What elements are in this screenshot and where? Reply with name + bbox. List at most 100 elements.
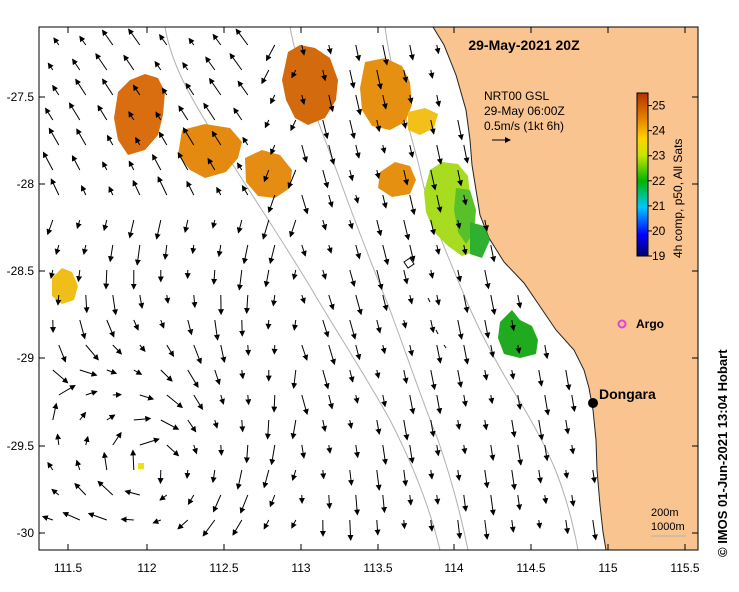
current-arrow: [430, 369, 437, 391]
current-arrow: [489, 494, 496, 516]
current-arrow: [214, 369, 221, 386]
current-arrow: [132, 84, 141, 96]
current-arrow: [242, 244, 249, 265]
current-arrow: [509, 369, 516, 380]
current-arrow: [235, 28, 249, 46]
current-arrow: [381, 494, 387, 514]
x-tick-label: 114.5: [516, 561, 545, 575]
current-arrow: [516, 294, 523, 309]
colorbar-tick-label: 24: [652, 124, 666, 138]
current-arrow: [271, 294, 277, 307]
current-arrow: [291, 469, 298, 482]
current-arrow: [161, 87, 168, 96]
current-arrow: [347, 419, 354, 430]
current-arrow: [81, 244, 88, 255]
depth-key: 200m 1000m: [651, 507, 686, 537]
current-arrow: [490, 244, 497, 263]
current-arrow: [590, 469, 597, 484]
colorbar-label: 4h comp, p50, All Sats: [671, 139, 685, 258]
current-arrow: [322, 369, 330, 390]
current-arrow: [72, 58, 81, 71]
current-arrow: [128, 160, 135, 171]
current-arrow: [187, 419, 197, 433]
current-arrow: [262, 469, 270, 489]
current-arrow: [177, 151, 189, 171]
current-arrow: [401, 519, 408, 530]
current-arrow: [301, 394, 309, 416]
current-arrow: [55, 294, 62, 306]
current-arrow: [106, 319, 115, 338]
current-arrow: [183, 219, 190, 234]
current-arrow: [563, 469, 570, 479]
current-arrow: [456, 269, 463, 283]
current-arrow: [112, 344, 123, 355]
current-vectors: [41, 28, 598, 541]
current-arrow: [355, 344, 362, 361]
current-arrow: [212, 419, 219, 429]
current-arrow: [569, 444, 576, 455]
current-arrow: [321, 419, 328, 433]
current-arrow: [382, 294, 389, 312]
current-arrow: [103, 269, 110, 290]
current-arrow: [301, 344, 309, 361]
current-arrow: [544, 394, 551, 416]
current-arrow: [407, 94, 414, 104]
current-arrow: [435, 94, 442, 108]
current-arrow: [515, 344, 522, 354]
current-arrow: [516, 394, 523, 411]
current-arrow: [320, 469, 327, 480]
current-arrow: [210, 469, 217, 484]
current-arrow: [152, 518, 161, 524]
current-arrow: [185, 82, 195, 96]
current-legend-line2: 29-May 06:00Z: [484, 104, 565, 118]
current-arrow: [461, 244, 468, 256]
current-arrow: [46, 219, 54, 236]
current-arrow: [191, 294, 198, 309]
current-arrow: [536, 519, 543, 529]
current-arrow: [348, 369, 355, 383]
argo-icon: [617, 319, 627, 329]
current-arrow: [510, 419, 517, 438]
current-arrow: [264, 419, 271, 440]
colorbar-tick-label: 19: [652, 249, 666, 263]
current-arrow: [301, 144, 308, 163]
current-arrow: [159, 319, 165, 329]
depth-key-1000m: 1000m: [651, 521, 685, 533]
current-arrow: [112, 431, 122, 446]
current-arrow: [123, 54, 135, 71]
current-arrow: [376, 269, 384, 291]
current-arrow: [375, 419, 382, 435]
current-arrow: [245, 394, 252, 406]
current-arrow: [328, 94, 335, 113]
current-arrow: [241, 185, 249, 196]
x-tick-label: 111.5: [54, 561, 83, 575]
dongara-label: Dongara: [599, 386, 656, 402]
current-arrow: [128, 28, 141, 46]
map-title: 29-May-2021 20Z: [468, 37, 580, 53]
current-arrow: [205, 56, 216, 71]
current-arrow: [101, 29, 114, 46]
current-arrow: [328, 344, 336, 366]
current-arrow: [401, 119, 408, 129]
current-arrow: [211, 130, 222, 146]
current-arrow: [354, 494, 360, 516]
current-arrow: [71, 154, 81, 171]
current-arrow: [139, 344, 146, 352]
current-arrow: [236, 219, 243, 234]
current-arrow: [80, 184, 87, 196]
current-arrow: [208, 77, 222, 96]
current-arrow: [291, 519, 297, 529]
current-arrow: [159, 34, 168, 46]
current-arrow: [489, 344, 496, 358]
current-arrow: [382, 244, 390, 266]
current-arrow: [127, 219, 135, 239]
current-arrow: [374, 519, 381, 536]
current-arrow: [102, 219, 109, 232]
isobath-1000m-b: [289, 27, 469, 550]
current-arrow: [434, 444, 441, 457]
current-arrow: [62, 511, 81, 521]
current-arrow: [349, 269, 356, 287]
current-arrow: [429, 419, 436, 438]
current-arrow: [462, 494, 469, 512]
current-arrow: [79, 369, 98, 377]
